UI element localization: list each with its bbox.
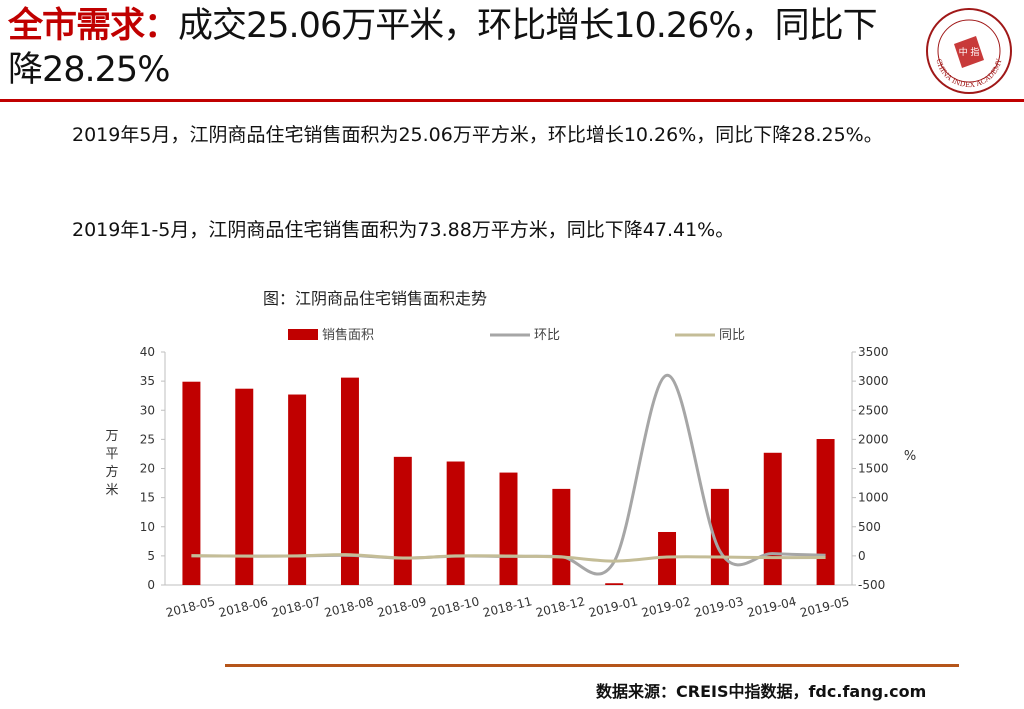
left-tick-label: 40 <box>140 345 155 359</box>
x-tick-label: 2018-06 <box>217 594 269 620</box>
bar-series <box>182 377 835 585</box>
bar-2018-08 <box>340 377 359 585</box>
bar-2019-04 <box>763 452 782 585</box>
legend-swatch-area <box>288 329 318 340</box>
left-tick-label: 25 <box>140 432 155 446</box>
right-tick-label: 3000 <box>858 374 889 388</box>
left-tick-label: 35 <box>140 374 155 388</box>
left-tick-label: 15 <box>140 491 155 505</box>
left-tick-label: 10 <box>140 520 155 534</box>
footer-rule <box>225 664 959 667</box>
right-tick-label: 500 <box>858 520 881 534</box>
bar-2018-09 <box>393 456 412 585</box>
chart-title: 图：江阴商品住宅销售面积走势 <box>263 289 487 308</box>
sales-area-chart: 图：江阴商品住宅销售面积走势 销售面积 环比 同比 0 5 10 15 20 25 30 35… <box>105 289 916 620</box>
bar-2018-11 <box>499 472 518 585</box>
right-tick-label: -500 <box>858 578 885 592</box>
bar-2018-06 <box>235 388 254 585</box>
yoy-line <box>191 553 826 563</box>
left-tick-label: 5 <box>147 549 155 563</box>
left-tick-label: 20 <box>140 462 155 476</box>
right-tick-label: 0 <box>858 549 866 563</box>
title-highlight: 全市需求： <box>8 6 179 46</box>
x-tick-label: 2018-07 <box>270 594 322 620</box>
title-text: 成交25.06万平米，环比增长10.26%，同比下降28.25% <box>8 6 878 90</box>
right-tick-label: 1500 <box>858 462 889 476</box>
x-tick-label: 2019-05 <box>799 594 851 620</box>
bar-2019-01 <box>605 583 624 585</box>
x-tick-label: 2018-11 <box>482 594 534 620</box>
bar-2018-07 <box>288 394 307 585</box>
svg-text:中 指: 中 指 <box>959 46 980 58</box>
x-tick-label: 2019-03 <box>693 594 745 620</box>
bar-2018-05 <box>182 381 201 585</box>
chart-legend: 销售面积 环比 同比 <box>288 327 745 343</box>
bar-2018-12 <box>552 488 571 585</box>
right-tick-label: 1000 <box>858 491 889 505</box>
bar-2019-03 <box>710 488 729 585</box>
left-axis-label-char: 米 <box>105 483 118 498</box>
china-index-academy-logo: 中 指 CHINA INDEX ACADEMY <box>926 8 1012 94</box>
x-tick-label: 2019-01 <box>587 594 639 620</box>
left-axis-label-char: 平 <box>105 447 118 462</box>
legend-label-area: 销售面积 <box>322 327 374 343</box>
x-tick-label: 2018-09 <box>376 594 428 620</box>
x-tick-label: 2019-02 <box>640 594 692 620</box>
legend-label-yoy: 同比 <box>719 328 745 343</box>
right-tick-label: 2000 <box>858 432 889 446</box>
left-tick-label: 0 <box>147 578 155 592</box>
right-tick-label: 3500 <box>858 345 889 359</box>
left-axis-label-char: 方 <box>105 464 118 480</box>
right-tick-label: 2500 <box>858 403 889 417</box>
x-tick-label: 2018-05 <box>164 594 216 620</box>
page-title: 全市需求：成交25.06万平米，环比增长10.26%，同比下降28.25% <box>8 4 908 92</box>
legend-label-mom: 环比 <box>534 328 560 343</box>
x-tick-label: 2018-12 <box>534 594 586 620</box>
left-tick-label: 30 <box>140 403 155 417</box>
x-tick-label: 2018-10 <box>429 594 481 620</box>
summary-paragraph-2: 2019年1-5月，江阴商品住宅销售面积为73.88万平方米，同比下降47.41… <box>72 219 735 241</box>
left-axis-label-char: 万 <box>105 429 118 444</box>
summary-paragraph-1: 2019年5月，江阴商品住宅销售面积为25.06万平方米，环比增长10.26%，… <box>72 124 883 146</box>
data-source: 数据来源：CREIS中指数据，fdc.fang.com <box>596 682 927 701</box>
line-series <box>191 373 826 576</box>
x-tick-label: 2018-08 <box>323 594 375 620</box>
x-tick-label: 2019-04 <box>746 594 798 620</box>
header-rule <box>0 99 1024 102</box>
bar-2018-10 <box>446 461 465 585</box>
right-axis-label: % <box>904 449 916 464</box>
bar-2019-05 <box>816 439 835 585</box>
